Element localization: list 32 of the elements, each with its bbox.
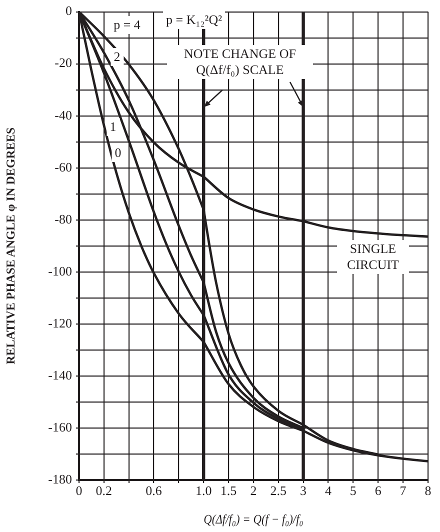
y-tick-label: -60 — [54, 159, 72, 174]
series-label: SINGLE CIRCUIT — [337, 240, 409, 274]
y-axis-title: RELATIVE PHASE ANGLE φ IN DEGREES — [3, 127, 18, 364]
y-tick-label: -80 — [54, 211, 72, 226]
x-tick-label: 6 — [374, 483, 382, 498]
x-tick-label: 1.0 — [195, 483, 212, 498]
y-tick-label: -20 — [54, 55, 72, 70]
series-label: 0 — [112, 144, 124, 162]
annotation: p = K₁₂²Q² — [163, 11, 225, 29]
x-tick-label: 7 — [400, 483, 407, 498]
x-tick-label: 5 — [350, 483, 356, 498]
y-tick-label: -180 — [48, 471, 72, 486]
y-tick-label: -100 — [48, 263, 72, 278]
x-tick-label: 0.2 — [96, 483, 112, 498]
x-tick-label: 0.6 — [146, 483, 162, 498]
series-label: 1 — [106, 118, 120, 136]
y-tick-label: -160 — [48, 419, 72, 434]
y-tick-label: -140 — [48, 367, 72, 382]
x-tick-label: 0 — [76, 483, 82, 498]
annotation: NOTE CHANGE OF Q(Δf/f₀) SCALE — [167, 45, 313, 79]
x-tick-label: 2 — [250, 483, 257, 498]
series-label: p = 4 — [110, 16, 144, 34]
x-tick-label: 2.5 — [270, 483, 286, 498]
x-tick-label: 1.5 — [220, 483, 237, 498]
x-axis-title: Q(Δf/f₀) = Q(f − f₀)/f₀ — [204, 512, 304, 527]
x-tick-label: 4 — [324, 483, 332, 498]
series-label: 2 — [110, 48, 124, 66]
x-tick-label: 3 — [300, 483, 307, 498]
x-tick-label: 8 — [424, 483, 432, 498]
y-tick-label: -40 — [54, 107, 72, 122]
y-tick-label: -120 — [48, 315, 72, 330]
y-tick-label: 0 — [66, 3, 72, 18]
